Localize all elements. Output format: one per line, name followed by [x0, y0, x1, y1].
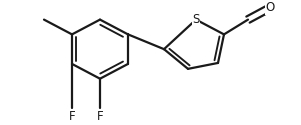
Text: F: F [97, 110, 103, 123]
Text: S: S [192, 13, 200, 26]
Text: F: F [69, 110, 75, 123]
Text: O: O [265, 1, 275, 14]
